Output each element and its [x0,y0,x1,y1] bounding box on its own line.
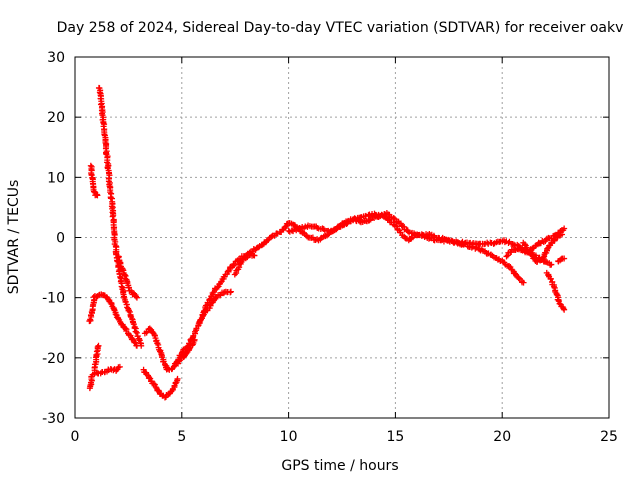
data-point [126,308,133,315]
data-point [529,252,536,259]
series-arc-bowl-b [141,325,198,373]
y-tick-label: 30 [47,50,65,66]
y-tick-label: -10 [42,291,65,307]
data-point [135,336,142,343]
data-point [136,337,143,344]
data-point [327,228,334,235]
data-point [521,241,528,248]
data-point [561,255,568,262]
data-point [160,358,167,365]
data-point [520,279,527,286]
axis-ticks: 0 5 10 15 20 25 -30 -20 -10 0 10 20 30 [42,50,618,445]
series-arc-late-drop [543,269,568,313]
chart-title: Day 258 of 2024, Sidereal Day-to-day VTE… [57,20,624,36]
y-tick-label: 10 [47,170,65,186]
series-arc-rise-lower [196,288,234,326]
data-point [237,259,244,266]
data-point [561,225,568,232]
data-point [132,328,139,335]
data-point [404,228,411,235]
y-tick-label: 20 [47,110,65,126]
data-point [130,321,137,328]
data-point [217,279,224,286]
data-point [93,348,100,355]
y-tick-label: -30 [42,411,65,427]
series-arc-steep-descent [95,84,145,349]
x-tick-label: 10 [280,429,298,445]
data-point [212,295,219,302]
data-point [115,315,122,322]
data-point [150,380,157,387]
series-arc-late-loop-a [503,225,568,260]
data-point [503,253,510,260]
series-arc-bottom-left [86,363,123,392]
data-point [174,375,181,382]
data-point [125,307,132,314]
data-point [94,192,101,199]
x-tick-label: 25 [600,429,618,445]
data-point [133,293,140,300]
data-point [545,272,552,279]
data-point [548,261,555,268]
data-point [512,270,519,277]
data-point [227,289,234,296]
data-point [343,221,350,228]
data-point [251,252,258,259]
x-axis-label: GPS time / hours [281,458,398,474]
data-point [469,241,476,248]
series-arc-descent-right [115,253,140,301]
grid-lines [75,57,609,418]
data-point [112,311,119,318]
data-point [390,215,397,222]
data-point [94,344,101,351]
series-arc-lower-short [91,342,102,374]
x-tick-label: 0 [71,429,80,445]
series-arc-upper-left [87,162,101,199]
data-point [304,233,311,240]
data-point [550,283,557,290]
data-point [170,363,177,370]
data-point [95,342,102,349]
x-tick-label: 15 [386,429,404,445]
data-point [109,213,116,220]
series-arc-day-upper [285,210,555,268]
data-point [214,284,221,291]
y-tick-label: -20 [42,351,65,367]
data-points [86,84,568,401]
data-point [547,275,554,282]
series-arc-late-end [555,255,568,265]
data-point [118,283,125,290]
data-point [133,342,140,349]
series-arc-bowl-a [140,366,181,401]
data-point [184,343,191,350]
data-point [96,89,103,96]
series-arc-rise-upper [231,252,258,278]
data-point [515,274,522,281]
data-point [227,288,234,295]
y-axis-label: SDTVAR / TECUs [6,180,22,295]
data-point [559,231,566,238]
x-tick-label: 20 [493,429,511,445]
data-point [506,263,513,270]
series-arc-late-loop-b [520,231,566,265]
data-point [505,240,512,247]
data-point [132,339,139,346]
data-point [133,294,140,301]
data-point [561,306,568,313]
y-tick-label: 0 [56,231,65,247]
series-arc-rise-main [174,209,527,367]
data-point [116,363,123,370]
data-point [133,329,140,336]
data-point [553,291,560,298]
x-tick-label: 5 [177,429,186,445]
data-point [206,296,213,303]
series-arc-mid-left [86,291,140,349]
data-point [209,289,216,296]
